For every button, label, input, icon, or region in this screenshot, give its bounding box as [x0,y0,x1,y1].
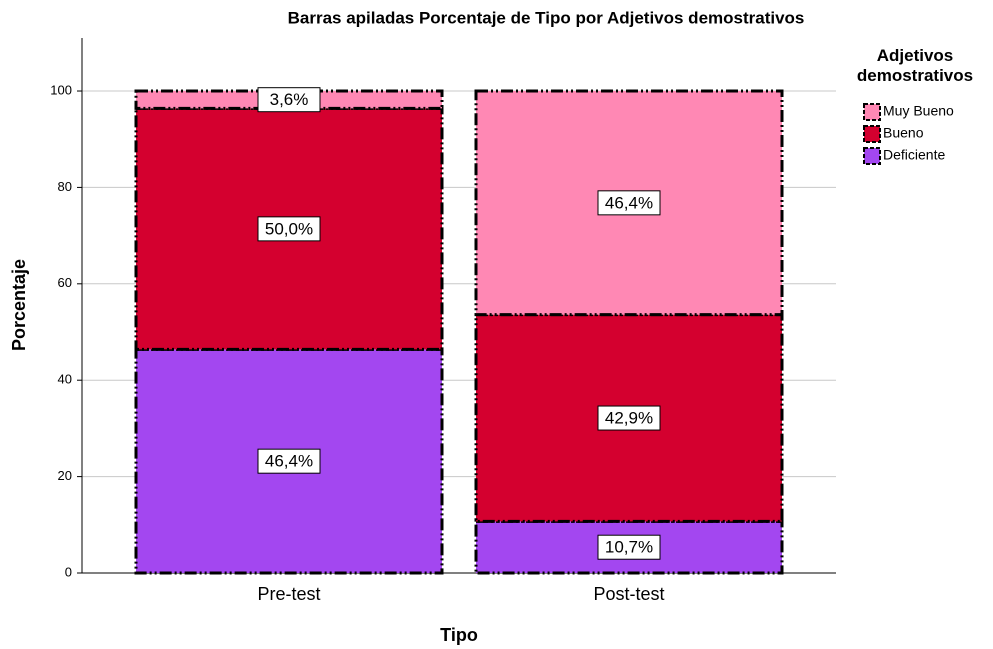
legend-swatch [863,147,881,165]
y-tick-label: 40 [58,372,72,387]
x-tick-label: Post-test [593,584,664,604]
y-tick-label: 60 [58,275,72,290]
legend-swatch [863,103,881,121]
value-label: 10,7% [605,538,653,557]
legend-label: Bueno [883,125,924,141]
legend-title: Adjetivos demostrativos [856,46,974,85]
value-label: 50,0% [265,219,313,238]
value-label: 42,9% [605,409,653,428]
y-tick-label: 20 [58,468,72,483]
legend-label: Deficiente [883,147,945,163]
value-label: 46,4% [265,452,313,471]
y-tick-label: 0 [65,564,72,579]
value-label-box [257,87,321,113]
value-label: 46,4% [605,193,653,212]
legend-label: Muy Bueno [883,103,954,119]
value-label-box [257,448,321,474]
value-label-box [597,534,661,560]
legend-swatch [863,125,881,143]
x-tick-label: Pre-test [257,584,320,604]
value-label-box [597,190,661,216]
value-label-box [257,216,321,242]
y-tick-label: 100 [50,82,72,97]
chart-title: Barras apiladas Porcentaje de Tipo por A… [288,8,805,27]
y-axis-label: Porcentaje [9,259,29,351]
y-tick-label: 80 [58,179,72,194]
value-label-box [597,405,661,431]
value-label: 3,6% [270,90,309,109]
x-axis-label: Tipo [440,625,478,645]
